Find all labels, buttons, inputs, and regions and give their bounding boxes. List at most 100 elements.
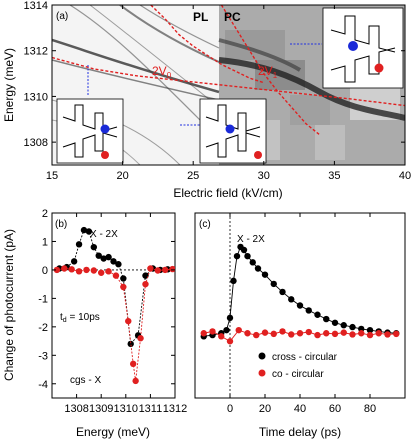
panel-c-data-point xyxy=(226,338,234,345)
panel-c-series-line xyxy=(203,246,397,337)
panel-c-data-point xyxy=(331,330,339,338)
legend-label-cross: cross - circular xyxy=(272,352,338,363)
panel-b-data-point xyxy=(129,360,137,368)
panel-b-data-point xyxy=(125,317,132,325)
panel-c-data-point xyxy=(200,330,207,337)
panel-c-data-point xyxy=(349,331,356,338)
panel-c-data-point xyxy=(223,326,230,334)
panel-b-ytick-label: 2 xyxy=(42,208,48,220)
panel-c-data-point xyxy=(340,329,347,336)
panel-c-xtick-label: 0 xyxy=(227,403,233,415)
panel-c-xtick-label: 60 xyxy=(329,403,341,415)
panel-a-xtick-label: 35 xyxy=(328,170,340,182)
panel-b-label: (b) xyxy=(55,219,67,230)
legend-label-co: co - circular xyxy=(272,369,324,380)
panel-b-ytick-label: -3 xyxy=(38,350,48,362)
panel-b-ylabel: Change of photocurrent (pA) xyxy=(2,229,16,381)
panel-b-data-point xyxy=(105,253,112,261)
panel-a-xtick-label: 25 xyxy=(187,170,199,182)
panel-b-xtick-label: 1308 xyxy=(64,403,88,415)
panel-b-data-point xyxy=(154,267,161,274)
panel-c: 0 20 40 60 80 (c) X - 2X cross - circular co… xyxy=(194,212,406,439)
panel-a-ylabel: Energy (meV) xyxy=(2,48,16,122)
panel-b-data-point xyxy=(112,272,120,279)
panel-b-data-point xyxy=(53,266,61,274)
curve-2v1 xyxy=(220,5,321,136)
panel-b-data-point xyxy=(147,265,154,272)
panel-c-data-point xyxy=(240,246,248,254)
panel-c-data-point xyxy=(270,280,277,288)
panel-c-data-point xyxy=(235,326,242,334)
panel-b-data-point xyxy=(142,280,149,288)
panel-b-ytick-label: -4 xyxy=(38,379,48,391)
panel-b-data-point xyxy=(83,266,90,274)
panel-a-frame xyxy=(51,4,406,166)
panel-b-data-point xyxy=(70,258,78,265)
panel-a-ytick-label: 1308 xyxy=(24,137,48,149)
panel-b-data-point xyxy=(90,267,98,274)
panel-c-data-point xyxy=(296,330,304,337)
panel-b-data-point xyxy=(61,265,68,272)
panel-c-data-point xyxy=(233,252,241,260)
panel-a-ytick-label: 1312 xyxy=(24,46,48,58)
panel-b-data-point xyxy=(161,266,169,274)
panel-c-xtick-label: 20 xyxy=(259,403,271,415)
panel-b-data-point xyxy=(98,269,105,276)
panel-b-xtick-label: 1310 xyxy=(114,403,138,415)
hole-dot xyxy=(374,63,384,73)
panel-b-data-point xyxy=(120,275,127,282)
panel-c-data-point xyxy=(261,329,269,336)
panel-c-label: (c) xyxy=(199,219,211,230)
panel-b-data-point xyxy=(75,268,83,275)
panel-c-data-point xyxy=(314,331,321,339)
panel-c-data-point xyxy=(253,331,260,339)
annotation-x-2x: X - 2X xyxy=(237,234,265,245)
electron-dot xyxy=(225,124,235,134)
panel-c-data-point xyxy=(349,323,356,331)
panel-b-frame xyxy=(51,212,176,399)
panel-b-data-point xyxy=(169,265,175,273)
panel-c-data-point xyxy=(270,330,277,338)
panel-a-xtick-label: 30 xyxy=(258,170,270,182)
panel-b-data-point xyxy=(85,228,93,235)
legend-marker-co xyxy=(258,369,266,377)
panel-c-data-point xyxy=(366,326,374,334)
panel-b-ytick-label: -1 xyxy=(38,293,48,305)
panel-c-data-point xyxy=(384,331,391,338)
panel-c-data-point xyxy=(296,302,304,309)
panel-a-pl-traces xyxy=(52,5,220,165)
panel-b-data-point xyxy=(105,268,112,275)
panel-c-data-point xyxy=(305,307,312,314)
panel-b-xlabel: Energy (meV) xyxy=(76,425,150,439)
panel-c-data-point xyxy=(366,331,374,339)
panel-b-data-point xyxy=(75,241,83,248)
panel-b-data-point xyxy=(68,266,75,273)
legend-marker-cross xyxy=(258,352,266,360)
pc-label: PC xyxy=(224,10,241,24)
panel-b-xtick-label: 1312 xyxy=(163,403,187,415)
panel-b-ytick-label: 1 xyxy=(42,236,48,248)
panel-b-data-point xyxy=(80,226,88,234)
panel-c-data-point xyxy=(218,333,225,340)
panel-c-xlabel: Time delay (ps) xyxy=(259,425,341,439)
panel-c-data-point xyxy=(375,330,382,337)
panel-b-data-point xyxy=(132,377,139,385)
panel-c-data-point xyxy=(279,288,286,296)
panel-a: (a) PL PC 2V0 2V1 xyxy=(2,0,411,200)
panel-c-data-point xyxy=(230,277,237,285)
panel-c-data-point xyxy=(288,331,295,338)
panel-c-data-point xyxy=(331,319,339,326)
panel-c-data-point xyxy=(314,311,321,318)
hole-dot xyxy=(254,151,262,159)
panel-b-data-point xyxy=(137,335,144,342)
panel-b: 1308 1309 1310 1311 1312 2 1 0 -1 -2 -3 -4 (b) X - … xyxy=(2,208,187,439)
panel-a-ytick-label: 1314 xyxy=(24,0,48,12)
panel-b-data-point xyxy=(110,258,117,265)
panel-b-data-point xyxy=(120,283,127,291)
hole-dot xyxy=(101,151,109,159)
panel-b-data-point xyxy=(115,261,122,268)
panel-c-data-point xyxy=(358,330,365,337)
annotation-cgs-x: cgs - X xyxy=(70,375,101,386)
annotation-td: td = 10ps xyxy=(60,312,100,324)
curve-dashed-branch xyxy=(52,56,405,107)
